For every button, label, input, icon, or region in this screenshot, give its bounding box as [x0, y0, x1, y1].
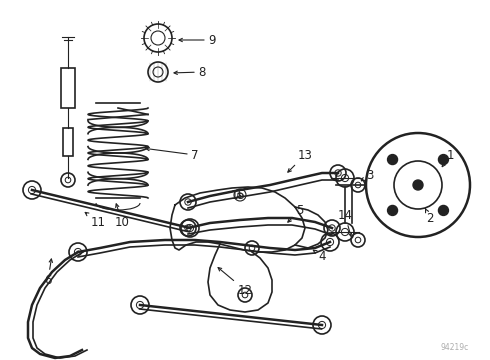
Text: 2: 2: [425, 208, 434, 225]
Text: 5: 5: [288, 203, 304, 222]
Text: 8: 8: [174, 66, 206, 78]
Text: 94219c: 94219c: [441, 343, 469, 352]
Text: 10: 10: [115, 204, 129, 229]
Text: 15: 15: [231, 189, 245, 202]
Circle shape: [388, 206, 397, 215]
Text: 13: 13: [288, 149, 313, 172]
Circle shape: [439, 206, 448, 215]
Text: 6: 6: [44, 259, 52, 287]
Text: 11: 11: [85, 212, 105, 229]
Circle shape: [413, 180, 423, 190]
Circle shape: [439, 154, 448, 165]
Text: 4: 4: [313, 249, 326, 262]
Text: 3: 3: [361, 168, 374, 181]
Text: 9: 9: [179, 33, 216, 46]
Text: 1: 1: [442, 149, 454, 167]
Text: 12: 12: [218, 267, 252, 297]
Text: 7: 7: [146, 147, 199, 162]
Text: 14: 14: [338, 208, 352, 236]
Circle shape: [388, 154, 397, 165]
